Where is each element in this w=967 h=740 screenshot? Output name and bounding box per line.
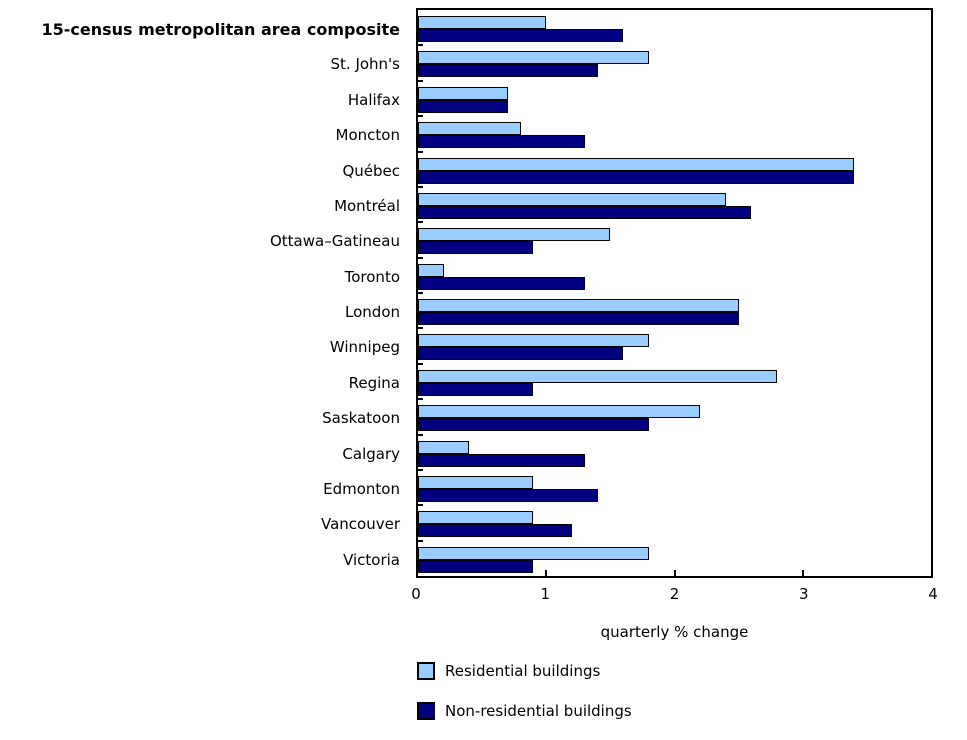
bar-residential bbox=[418, 334, 649, 348]
x-tick-label: 2 bbox=[669, 585, 680, 603]
x-tick-label: 0 bbox=[411, 585, 421, 603]
y-tick-mark bbox=[418, 433, 423, 436]
y-tick-mark bbox=[418, 327, 423, 330]
bar-non-residential bbox=[418, 488, 598, 502]
bar-residential bbox=[418, 511, 534, 525]
bar-residential bbox=[418, 299, 739, 312]
category-label: Edmonton bbox=[323, 479, 400, 498]
bar-residential bbox=[418, 440, 470, 454]
bar-non-residential bbox=[418, 241, 534, 255]
y-tick-mark bbox=[418, 468, 423, 471]
category-label: Saskatoon bbox=[322, 409, 400, 428]
bar-residential bbox=[418, 122, 521, 136]
category-label: Québec bbox=[342, 161, 400, 180]
bar-non-residential bbox=[418, 418, 649, 432]
category-label: St. John's bbox=[330, 55, 401, 74]
bar-non-residential bbox=[418, 135, 585, 149]
y-tick-mark bbox=[418, 185, 423, 188]
category-label: Winnipeg bbox=[329, 338, 400, 357]
y-tick-mark bbox=[418, 362, 423, 365]
y-tick-mark bbox=[418, 504, 423, 507]
y-tick-mark bbox=[418, 292, 423, 294]
y-tick-mark bbox=[418, 44, 423, 47]
bar-residential bbox=[418, 86, 508, 100]
x-tick-mark bbox=[545, 570, 548, 576]
legend: Residential buildings Non-residential bu… bbox=[417, 660, 632, 740]
legend-item-non-residential: Non-residential buildings bbox=[417, 700, 632, 722]
category-label: 15-census metropolitan area composite bbox=[41, 20, 400, 39]
bar-residential bbox=[418, 228, 611, 242]
x-tick-label: 4 bbox=[928, 585, 938, 603]
x-tick-label: 1 bbox=[540, 585, 551, 603]
legend-label-residential: Residential buildings bbox=[445, 662, 601, 680]
category-label: Victoria bbox=[343, 550, 400, 569]
residential-swatch-icon bbox=[417, 662, 435, 680]
category-label: London bbox=[345, 303, 400, 321]
bar-non-residential bbox=[418, 312, 739, 325]
bar-non-residential bbox=[418, 205, 752, 219]
x-tick-mark bbox=[801, 570, 804, 576]
legend-label-non-residential: Non-residential buildings bbox=[445, 702, 632, 720]
x-tick-label: 3 bbox=[798, 585, 809, 603]
y-tick-mark bbox=[418, 150, 423, 153]
bar-non-residential bbox=[418, 29, 624, 42]
non-residential-swatch-icon bbox=[417, 702, 435, 720]
bar-non-residential bbox=[418, 276, 585, 290]
x-axis: 0 1 2 3 4 bbox=[411, 584, 938, 604]
bar-residential bbox=[418, 192, 726, 206]
category-label: Toronto bbox=[344, 267, 400, 286]
bar-non-residential bbox=[418, 170, 855, 184]
bar-non-residential bbox=[418, 453, 585, 467]
bar-non-residential bbox=[418, 524, 572, 538]
category-label: Regina bbox=[348, 373, 400, 392]
category-label: Halifax bbox=[347, 90, 400, 109]
bar-residential bbox=[418, 263, 444, 277]
category-label: Moncton bbox=[335, 126, 400, 145]
category-label: Ottawa–Gatineau bbox=[269, 232, 400, 251]
bar-residential bbox=[418, 405, 701, 419]
category-label: Vancouver bbox=[321, 515, 400, 534]
bar-non-residential bbox=[418, 64, 598, 78]
x-axis-title: quarterly % change bbox=[600, 623, 749, 641]
y-tick-mark bbox=[418, 79, 423, 82]
plot-area bbox=[416, 8, 933, 578]
y-tick-mark bbox=[418, 398, 423, 401]
y-tick-mark bbox=[418, 256, 423, 259]
bar-non-residential bbox=[418, 99, 508, 113]
category-label: Montréal bbox=[334, 196, 400, 215]
y-tick-mark bbox=[418, 115, 423, 118]
y-tick-mark bbox=[418, 221, 423, 224]
bar-residential bbox=[418, 546, 649, 560]
bar-residential bbox=[418, 475, 534, 489]
legend-item-residential: Residential buildings bbox=[417, 660, 632, 682]
bar-residential bbox=[418, 157, 855, 171]
bar-residential bbox=[418, 16, 547, 29]
bar-non-residential bbox=[418, 559, 534, 573]
x-tick-mark bbox=[673, 570, 676, 576]
y-tick-mark bbox=[418, 539, 423, 542]
category-label: Calgary bbox=[342, 444, 400, 463]
bar-residential bbox=[418, 369, 778, 383]
category-labels: 15-census metropolitan area composite St.… bbox=[0, 10, 400, 576]
bar-non-residential bbox=[418, 382, 534, 396]
bar-non-residential bbox=[418, 347, 624, 361]
bar-residential bbox=[418, 51, 649, 65]
